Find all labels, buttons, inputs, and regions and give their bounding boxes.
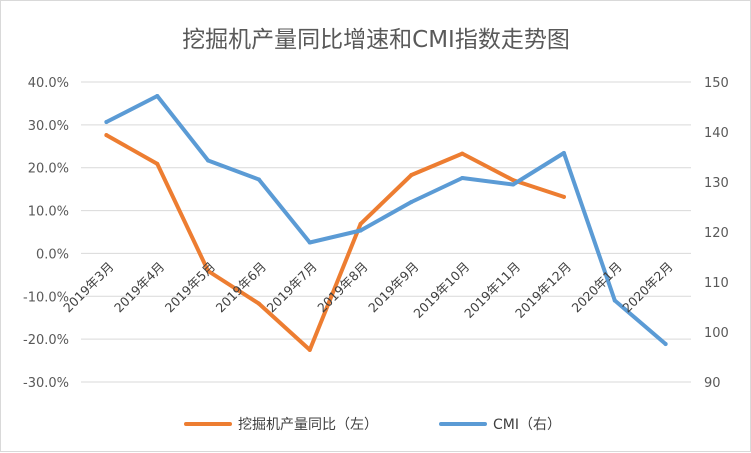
category-label: 2019年5月 [162,259,218,315]
left-tick-label: 0.0% [36,247,69,262]
series-lines [104,94,668,352]
series-line-1 [104,94,668,346]
data-point-1 [612,298,617,303]
data-point-0 [206,269,211,273]
series-line-0 [104,133,566,352]
data-point-1 [155,94,160,98]
left-tick-label: 40.0% [28,76,69,91]
right-tick-label: 100 [704,326,729,341]
data-point-0 [409,173,414,177]
data-point-1 [409,200,414,204]
right-tick-label: 120 [704,226,729,241]
legend: 挖掘机产量同比（左） CMI（右） [184,417,561,433]
left-tick-label: 10.0% [28,205,69,220]
data-point-0 [460,151,465,156]
data-point-0 [561,194,566,199]
right-tick-label: 110 [704,276,729,291]
data-point-0 [256,301,261,306]
data-point-1 [511,182,516,187]
data-point-1 [206,158,211,163]
left-tick-label: -20.0% [23,333,69,348]
data-point-0 [358,221,363,226]
left-tick-label: 20.0% [28,162,69,177]
data-point-1 [307,240,312,245]
right-tick-label: 90 [704,376,721,391]
data-point-0 [307,347,312,352]
right-tick-label: 140 [704,126,729,141]
left-axis-ticks: 40.0% 30.0% 20.0% 10.0% 0.0% -10.0% -20.0% -30.… [23,76,69,391]
right-tick-label: 130 [704,176,729,191]
data-point-1 [663,342,668,346]
left-tick-label: -10.0% [23,290,69,305]
left-tick-label: -30.0% [23,376,69,391]
category-label: 2019年7月 [263,259,319,315]
right-tick-label: 150 [704,76,729,91]
chart-title: 挖掘机产量同比增速和CMI指数走势图 [182,27,570,53]
legend-label: CMI（右） [493,417,561,433]
category-axis-labels: 2019年3月2019年4月2019年5月2019年6月2019年7月2019年… [60,259,676,321]
left-tick-label: 30.0% [28,119,69,134]
category-label: 2020年2月 [619,259,675,315]
data-point-1 [460,176,465,180]
category-label: 2019年3月 [60,259,116,315]
category-label: 2019年4月 [111,259,167,315]
data-point-0 [511,178,516,183]
data-point-0 [155,161,160,166]
gridlines [81,81,691,383]
legend-label: 挖掘机产量同比（左） [238,417,378,433]
data-point-1 [561,151,566,155]
data-point-1 [358,228,363,233]
right-axis-ticks: 150 140 130 120 110 100 90 [704,76,729,391]
data-point-1 [104,120,109,124]
data-point-1 [256,177,261,182]
data-point-0 [104,133,109,138]
category-label: 2020年1月 [568,259,624,315]
